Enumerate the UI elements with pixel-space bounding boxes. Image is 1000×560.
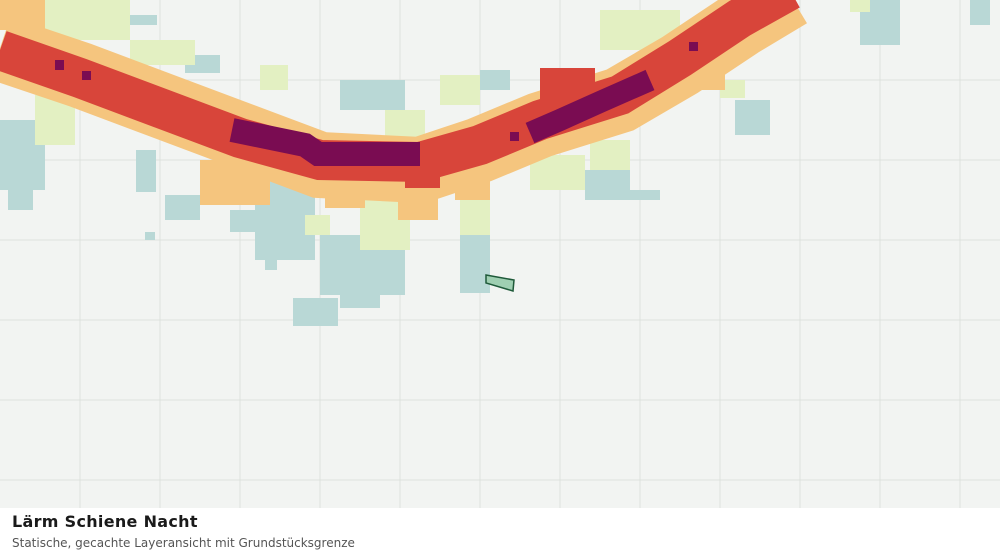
- noise-band: [0, 0, 807, 220]
- map-view: [0, 0, 1000, 508]
- map-title: Lärm Schiene Nacht: [12, 512, 198, 531]
- map-subtitle: Statische, gecachte Layeransicht mit Gru…: [12, 536, 355, 550]
- parcel-boundary: [485, 274, 515, 292]
- caption: Lärm Schiene Nacht Statische, gecachte L…: [12, 512, 992, 550]
